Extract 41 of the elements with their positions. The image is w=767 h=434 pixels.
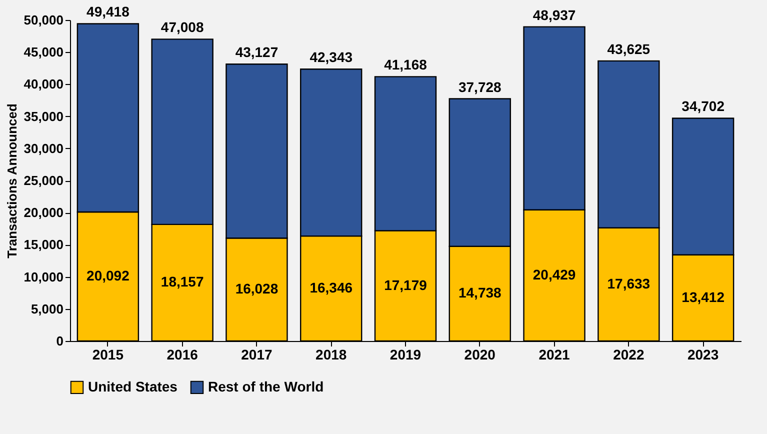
data-label: 14,738 bbox=[458, 284, 502, 301]
y-tick-label: 40,000 bbox=[24, 76, 64, 92]
x-tick-label: 2019 bbox=[390, 346, 422, 362]
y-tick-label: 10,000 bbox=[24, 269, 64, 284]
legend-label: United States bbox=[88, 378, 178, 394]
total-label: 47,008 bbox=[160, 19, 204, 36]
y-tick-label: 0 bbox=[56, 334, 64, 348]
x-tick-label: 2016 bbox=[166, 346, 198, 362]
data-label: 20,092 bbox=[86, 268, 130, 284]
y-tick-label: 35,000 bbox=[24, 108, 64, 124]
data-label: 16,346 bbox=[310, 280, 353, 296]
total-label: 49,418 bbox=[86, 4, 130, 20]
x-tick-label: 2015 bbox=[92, 346, 124, 362]
x-tick-label: 2017 bbox=[241, 346, 272, 362]
data-label: 13,412 bbox=[682, 288, 725, 305]
y-tick-label: 25,000 bbox=[24, 173, 64, 188]
y-tick-label: 50,000 bbox=[24, 12, 64, 28]
total-label: 48,937 bbox=[532, 6, 576, 23]
data-label: 17,633 bbox=[607, 275, 650, 292]
legend-label: Rest of the World bbox=[208, 378, 324, 394]
total-label: 41,168 bbox=[384, 56, 428, 73]
total-label: 37,728 bbox=[458, 78, 502, 95]
total-label: 43,625 bbox=[607, 40, 650, 57]
total-label: 42,343 bbox=[310, 49, 353, 66]
total-label: 34,702 bbox=[682, 98, 725, 114]
x-tick-label: 2021 bbox=[538, 346, 570, 362]
y-tick-label: 15,000 bbox=[24, 237, 64, 252]
y-tick-label: 20,000 bbox=[24, 205, 64, 220]
data-label: 16,028 bbox=[235, 280, 278, 297]
x-tick-label: 2023 bbox=[687, 346, 719, 362]
x-tick-label: 2022 bbox=[613, 346, 644, 362]
data-label: 17,179 bbox=[384, 276, 428, 293]
y-tick-label: 5,000 bbox=[30, 301, 64, 316]
x-tick-label: 2018 bbox=[316, 346, 347, 362]
total-label: 43,127 bbox=[235, 44, 278, 60]
y-axis-title: Transactions Announced bbox=[4, 104, 20, 258]
x-tick-label: 2020 bbox=[464, 346, 496, 362]
y-tick-label: 30,000 bbox=[24, 140, 64, 156]
y-tick-label: 45,000 bbox=[24, 44, 64, 60]
data-label: 18,157 bbox=[160, 274, 204, 290]
data-label: 20,429 bbox=[532, 266, 576, 282]
